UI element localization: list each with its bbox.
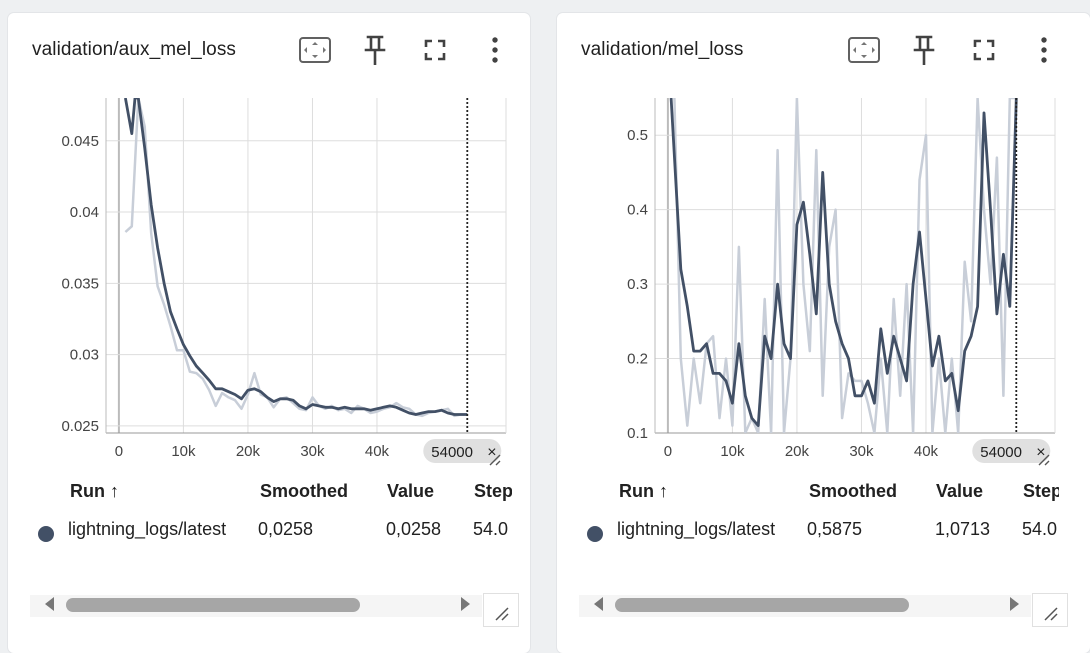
y-tick-label: 0.035 [61,275,99,292]
resize-icon [1044,607,1058,621]
x-tick-label: 0 [664,443,672,460]
series-line-raw [124,98,468,418]
y-tick-label: 0.4 [627,202,648,219]
scalar-card-aux-mel-loss: validation/aux_mel_loss 0 10k 20k 30k 40k 0.0… [8,13,530,653]
fullscreen-button[interactable] [415,31,455,69]
col-header-run: Run ↑ [70,481,119,502]
y-tick-label: 0.1 [627,425,648,442]
hover-step-badge [972,439,1051,463]
chart-resize-icon [489,454,501,466]
hover-step-label: 54000 [431,444,473,461]
fit-domain-icon [848,37,880,63]
pin-icon [913,35,935,65]
more-vert-icon [492,37,498,63]
hover-step-badge [423,439,502,463]
y-tick-label: 0.045 [61,133,99,150]
col-header-step[interactable]: Step [1023,481,1059,501]
card-title: validation/mel_loss [581,39,744,60]
x-tick-label: 20k [785,443,810,460]
x-tick-label: 0 [115,443,123,460]
y-tick-label: 0.025 [61,418,99,435]
fit-domain-icon [299,37,331,63]
col-header-run: Run ↑ [619,481,668,502]
run-name: lightning_logs/latest [68,519,227,539]
hover-step-label: 54000 [980,444,1022,461]
col-header-step[interactable]: Step [474,481,512,501]
pin-button[interactable] [904,31,944,69]
series-group [669,98,1018,433]
series-group [124,98,468,418]
raw-value: 1,0713 [935,519,991,539]
col-header-smoothed[interactable]: Smoothed [809,481,897,501]
x-tick-label: 10k [171,443,196,460]
scrollbar-thumb[interactable] [615,598,909,612]
line-chart[interactable]: 0 10k 20k 30k 40k 0.025 0.03 0.035 0.04 0.045 5400… [8,83,530,473]
fullscreen-icon [973,39,995,61]
card-title: validation/aux_mel_loss [32,39,237,60]
smoothed-value: 0,0258 [258,519,314,539]
scroll-right-icon[interactable] [1010,597,1019,611]
col-header-smoothed[interactable]: Smoothed [260,481,348,501]
smoothed-value: 0,5875 [807,519,863,539]
pin-icon [364,35,386,65]
raw-value: 0,0258 [386,519,442,539]
col-header-run-label[interactable]: Run [619,481,654,501]
y-tick-label: 0.2 [627,351,648,368]
sort-arrow-icon: ↑ [659,481,669,501]
scroll-left-icon[interactable] [594,597,603,611]
x-tick-label: 30k [849,443,874,460]
more-options-button[interactable] [1024,31,1064,69]
fit-domain-button[interactable] [295,31,335,69]
sort-arrow-icon: ↑ [110,481,120,501]
fullscreen-icon [424,39,446,61]
table-resize-handle[interactable] [1032,593,1068,627]
run-color-dot [587,526,603,542]
step-value: 54.0 [1022,519,1058,539]
more-vert-icon [1041,37,1047,63]
scroll-right-icon[interactable] [461,597,470,611]
chart-resize-icon [1038,454,1050,466]
y-tick-label: 0.3 [627,276,648,293]
y-tick-label: 0.03 [70,347,99,364]
scalar-card-mel-loss: validation/mel_loss 0 10k 20k 30k 40k 0.1 0.2 0… [557,13,1090,653]
x-tick-label: 10k [720,443,745,460]
x-tick-label: 20k [236,443,261,460]
close-icon: × [487,444,496,461]
y-tick-label: 0.04 [70,204,99,221]
scroll-left-icon[interactable] [45,597,54,611]
line-chart[interactable]: 0 10k 20k 30k 40k 0.1 0.2 0.3 0.4 0.5 54000 × [557,83,1079,473]
pin-button[interactable] [355,31,395,69]
run-name: lightning_logs/latest [617,519,776,539]
resize-icon [495,607,509,621]
more-options-button[interactable] [475,31,515,69]
step-value: 54.0 [473,519,509,539]
series-line-smoothed [669,98,1018,427]
fit-domain-button[interactable] [844,31,884,69]
x-tick-label: 30k [300,443,325,460]
y-tick-label: 0.5 [627,127,648,144]
col-header-run-label[interactable]: Run [70,481,105,501]
run-color-dot [38,526,54,542]
fullscreen-button[interactable] [964,31,1004,69]
table-resize-handle[interactable] [483,593,519,627]
x-tick-label: 40k [365,443,390,460]
scrollbar-thumb[interactable] [66,598,360,612]
series-line-smoothed [124,98,468,416]
col-header-value[interactable]: Value [936,481,984,501]
close-icon: × [1036,444,1045,461]
col-header-value[interactable]: Value [387,481,435,501]
x-tick-label: 40k [914,443,939,460]
